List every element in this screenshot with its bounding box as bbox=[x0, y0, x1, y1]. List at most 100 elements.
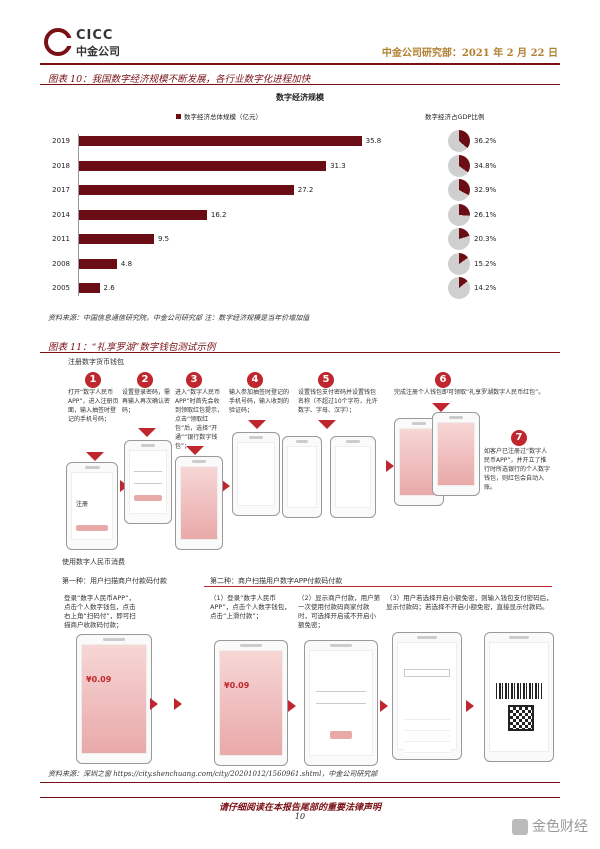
category-label-2018: 2018 bbox=[52, 161, 70, 170]
figure10-source: 资料来源：中国信息通信研究院，中金公司研究部 注：数字经济规模是当年价增加值 bbox=[48, 314, 310, 322]
arrow-right-8 bbox=[380, 700, 388, 712]
step7-text: 如客户已注册过“数字人民币APP”，并开立了推行时所选银行的个人数字钱包，则红包… bbox=[484, 448, 551, 491]
pie-legend: 数字经济占GDP比例 bbox=[425, 113, 485, 121]
value-label-2014: 16.2 bbox=[210, 210, 227, 219]
chart-axis bbox=[78, 134, 79, 296]
bar-2017 bbox=[79, 185, 294, 195]
arrow-right-5 bbox=[150, 698, 158, 710]
category-label-2019: 2019 bbox=[52, 137, 70, 145]
page-number: 10 bbox=[294, 812, 306, 821]
mode2-title-rule bbox=[204, 586, 552, 587]
figure11-title: 图表 11：“礼享罗湖”数字钱包测试示例 bbox=[48, 342, 216, 353]
phone-red-packet bbox=[175, 456, 223, 550]
pie-label-2005: 14.2% bbox=[474, 284, 497, 292]
value-label-2017: 27.2 bbox=[297, 186, 314, 194]
bar-legend-swatch bbox=[176, 114, 181, 119]
phone-verify bbox=[232, 432, 280, 516]
bar-2005 bbox=[79, 283, 100, 293]
mode2-title: 第二种：商户扫描用户数字APP付款码付款 bbox=[210, 577, 343, 585]
amount-label-2: ¥0.09 bbox=[224, 681, 250, 690]
qr-code-icon bbox=[508, 705, 534, 731]
phone-scan-pay: ¥0.09 bbox=[76, 634, 152, 764]
arrow-right-9 bbox=[466, 700, 474, 712]
logo-latin: CICC bbox=[76, 28, 114, 43]
arrow-down-1 bbox=[86, 452, 104, 461]
phone-register: 注册 bbox=[66, 462, 118, 550]
step2-text: 设置登录密码，需再输入再次确认密码； bbox=[122, 389, 171, 414]
pie-label-2014: 26.1% bbox=[474, 210, 497, 219]
bar-2008 bbox=[79, 258, 117, 269]
phone-wallet-name bbox=[330, 436, 376, 518]
pie-label-2019: 36.2% bbox=[474, 137, 497, 145]
figure11-bottom-rule bbox=[40, 782, 560, 783]
phone-wallet-password bbox=[282, 436, 322, 518]
step7-number: 7 bbox=[511, 430, 527, 446]
watermark-text: 金色财经 bbox=[532, 819, 588, 835]
pie-label-2018: 34.8% bbox=[474, 161, 497, 170]
pie-2008 bbox=[448, 252, 470, 275]
footer-rule bbox=[40, 797, 560, 798]
phone-slide-pay: ¥0.09 bbox=[214, 640, 288, 766]
arrow-right-6 bbox=[174, 698, 182, 710]
pie-label-2008: 15.2% bbox=[474, 259, 497, 268]
arrow-down-3 bbox=[186, 446, 204, 455]
figure11-source: 资料来源：深圳之窗 https://city.shenchuang.com/ci… bbox=[48, 770, 378, 778]
phone-paycode bbox=[484, 632, 554, 762]
value-label-2008: 4.8 bbox=[120, 259, 133, 268]
step2-number: 2 bbox=[137, 372, 153, 388]
pie-2005 bbox=[448, 277, 470, 299]
category-label-2008: 2008 bbox=[52, 259, 70, 268]
value-label-2019: 35.8 bbox=[365, 137, 382, 145]
section-register: 注册数字货币钱包 bbox=[68, 358, 124, 366]
step1-text: 打开“数字人民币APP”，进入注册页面，输入抽签时登记的手机号码； bbox=[68, 389, 119, 423]
amount-label-1: ¥0.09 bbox=[86, 675, 112, 684]
pie-label-2017: 32.9% bbox=[474, 186, 497, 194]
watermark-logo-icon bbox=[512, 819, 528, 835]
arrow-right-7 bbox=[288, 700, 296, 712]
logo-cn: 中金公司 bbox=[76, 45, 120, 58]
barcode-icon bbox=[496, 683, 542, 699]
mode1-description: 登录“数字人民币APP”，点击个人数字钱包，点击右上角“扫码付”，即可扫描商户收… bbox=[64, 594, 136, 629]
phone-password bbox=[124, 440, 172, 524]
chart-title: 数字经济规模 bbox=[276, 93, 324, 102]
watermark: 金色财经 bbox=[512, 816, 588, 836]
pie-2014 bbox=[448, 203, 470, 226]
mode2-step3: （3）用户若选择开启小额免密，则输入钱包支付密码后，显示付款码；若选择不开启小额… bbox=[386, 594, 553, 611]
bar-legend-label: 数字经济总体规模（亿元） bbox=[184, 113, 262, 121]
step3-number: 3 bbox=[186, 372, 202, 388]
phone-small-free bbox=[304, 640, 378, 766]
arrow-down-5 bbox=[318, 420, 336, 429]
step5-number: 5 bbox=[318, 372, 334, 388]
arrow-down-4 bbox=[248, 420, 266, 429]
section-use: 使用数字人民币消费 bbox=[62, 558, 125, 566]
step4-text: 输入参加抽签时登记的手机号码，输入收到的验证码； bbox=[229, 389, 290, 414]
bar-2014 bbox=[79, 209, 207, 220]
figure10-title-rule bbox=[40, 84, 560, 85]
arrow-right-3 bbox=[386, 460, 394, 472]
step4-number: 4 bbox=[247, 372, 263, 388]
pie-2018 bbox=[448, 154, 470, 177]
step3-text: 进入“数字人民币APP”时首先会收到领取红包提示，点击“领取红包”后，选择“开通… bbox=[175, 389, 224, 450]
pie-label-2011: 20.3% bbox=[474, 235, 497, 243]
value-label-2005: 2.6 bbox=[103, 284, 115, 292]
step6-number: 6 bbox=[435, 372, 451, 388]
value-label-2011: 9.5 bbox=[158, 235, 170, 243]
step5-text: 设置钱包支付密码并设置钱包名称（不超过10个字符，允许数字、字母、汉字）； bbox=[298, 389, 378, 414]
bar-chart: 2019 35.8 36.2% 2018 31.3 34.8% 2017 27.2 32.9% 2… bbox=[40, 128, 560, 308]
footer-disclaimer: 请仔细阅读在本报告尾部的重要法律声明 bbox=[218, 803, 381, 813]
figure11-title-rule bbox=[40, 352, 560, 353]
bar-2011 bbox=[79, 234, 154, 244]
step6-text: 完成注册个人钱包即可领取“礼享罗湖数字人民币红包”。 bbox=[394, 389, 545, 396]
mode1-title: 第一种：用户扫描商户付款码付款 bbox=[62, 577, 167, 585]
value-label-2018: 31.3 bbox=[330, 161, 346, 170]
bar-2019 bbox=[79, 136, 362, 146]
arrow-down-6 bbox=[432, 403, 450, 412]
arrow-down-2 bbox=[138, 428, 156, 437]
mode2-step1: （1）登录“数字人民币APP”，点击个人数字钱包，点击“上滑付款”； bbox=[210, 594, 291, 620]
pie-2011 bbox=[448, 228, 470, 250]
phone-keypad bbox=[392, 632, 462, 760]
phone-red-envelope-2 bbox=[432, 412, 480, 496]
mode2-step2: （2）显示商户付款，用户第一次使用付款码商家付款时，可选择开启或不开启小额免密； bbox=[298, 594, 381, 629]
header-rule bbox=[40, 63, 560, 65]
pie-2019 bbox=[448, 130, 470, 152]
